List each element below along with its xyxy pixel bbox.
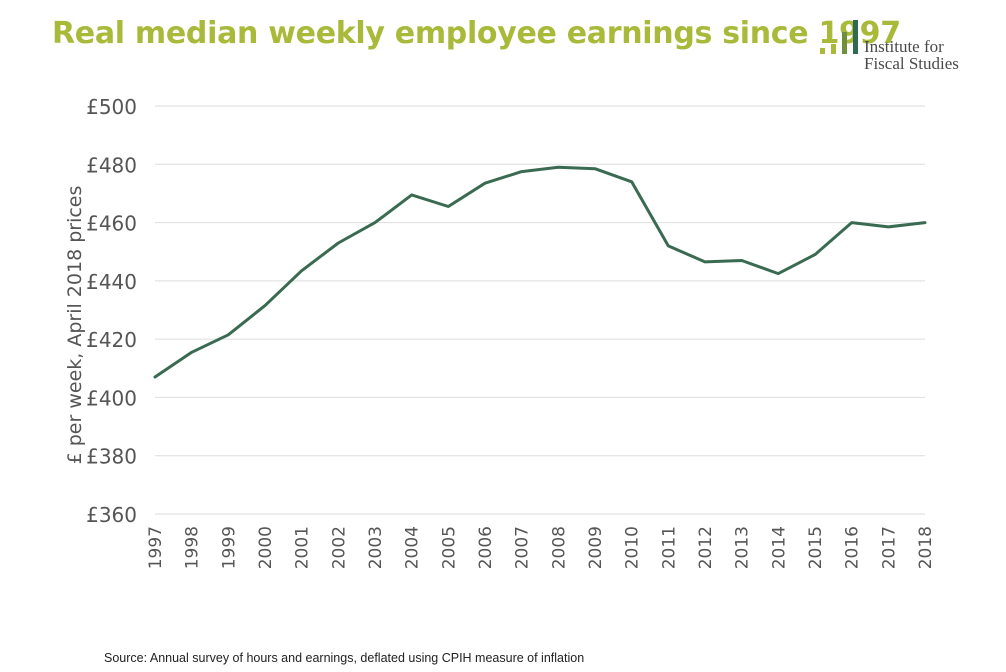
x-tick-label: 2011 xyxy=(659,526,679,569)
y-tick-label: £440 xyxy=(86,270,137,294)
x-tick-label: 2006 xyxy=(476,526,496,569)
x-tick-label: 2014 xyxy=(769,526,789,569)
x-tick-label: 1997 xyxy=(146,526,166,569)
source-note: Source: Annual survey of hours and earni… xyxy=(104,651,585,665)
x-tick-label: 2005 xyxy=(439,526,459,569)
x-tick-label: 2001 xyxy=(293,526,313,569)
logo-line-2: Fiscal Studies xyxy=(864,54,959,73)
logo-bar xyxy=(820,48,825,54)
y-tick-label: £460 xyxy=(86,212,137,236)
x-tick-label: 2013 xyxy=(733,526,753,569)
y-tick-label: £480 xyxy=(86,153,137,177)
x-tick-label: 2004 xyxy=(403,526,423,569)
y-tick-label: £360 xyxy=(86,503,137,527)
y-axis-label: £ per week, April 2018 prices xyxy=(64,186,86,465)
logo-bar xyxy=(853,20,858,54)
chart-title: Real median weekly employee earnings sin… xyxy=(52,16,901,51)
x-tick-label: 1999 xyxy=(219,526,239,569)
x-tick-label: 2015 xyxy=(806,526,826,569)
x-tick-label: 1998 xyxy=(183,526,203,569)
y-tick-label: £420 xyxy=(86,328,137,352)
x-tick-label: 2008 xyxy=(549,526,569,569)
series-line xyxy=(153,165,927,379)
y-tick-label: £400 xyxy=(86,386,137,410)
logo-bar xyxy=(831,44,836,54)
logo-line-1: Institute for xyxy=(864,37,944,56)
x-tick-label: 2018 xyxy=(916,526,936,569)
x-tick-label: 2009 xyxy=(586,526,606,569)
x-tick-label: 2000 xyxy=(256,526,276,569)
y-tick-label: £500 xyxy=(86,95,137,119)
x-tick-label: 2007 xyxy=(513,526,533,569)
ifs-logo: Institute for Fiscal Studies xyxy=(820,16,990,76)
x-tick-label: 2002 xyxy=(329,526,349,569)
x-tick-label: 2003 xyxy=(366,526,386,569)
x-tick-label: 2016 xyxy=(843,526,863,569)
x-tick-label: 2012 xyxy=(696,526,716,569)
logo-bar xyxy=(842,32,847,54)
x-tick-label: 2010 xyxy=(623,526,643,569)
logo-text: Institute for Fiscal Studies xyxy=(864,38,959,72)
logo-bars-icon xyxy=(820,16,860,54)
y-tick-label: £380 xyxy=(86,445,137,469)
x-tick-label: 2017 xyxy=(879,526,899,569)
